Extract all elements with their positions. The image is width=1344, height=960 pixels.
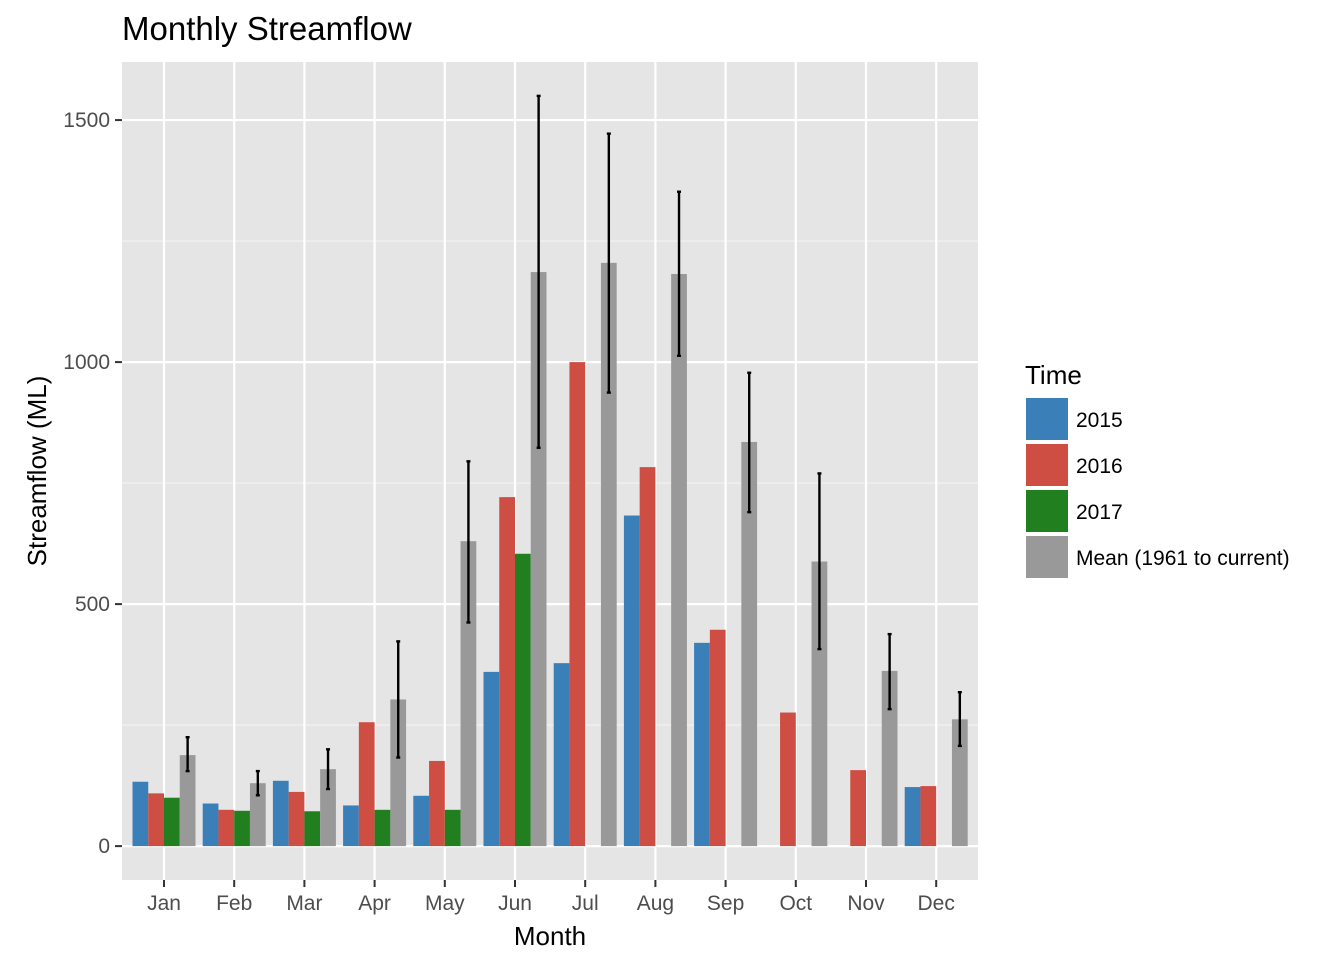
x-tick-label: Feb [216, 892, 252, 915]
bar [671, 274, 687, 847]
bar [164, 797, 180, 847]
bar [132, 781, 149, 847]
bar [390, 699, 407, 847]
bar [920, 786, 937, 847]
bar [234, 810, 250, 847]
x-tick-label: Jun [498, 892, 532, 915]
legend-label: 2017 [1076, 501, 1123, 524]
bars [132, 262, 968, 847]
chart-title: Monthly Streamflow [122, 10, 412, 47]
x-tick-label: Jul [572, 892, 599, 915]
bar [709, 629, 726, 847]
bar [623, 515, 640, 847]
bar [179, 755, 196, 847]
x-tick-label: Oct [779, 892, 812, 915]
bar [780, 712, 796, 847]
bar [202, 803, 219, 847]
y-axis: 0 500 1000 1500 [63, 109, 122, 858]
bar [951, 719, 968, 847]
x-axis-title: Month [514, 921, 586, 951]
bar [904, 787, 921, 847]
bar [499, 497, 515, 847]
bar [358, 722, 375, 847]
x-tick-label: May [425, 892, 465, 915]
bar [483, 671, 500, 847]
bar [304, 811, 321, 847]
x-tick-label: Nov [847, 892, 885, 915]
bar [249, 783, 266, 847]
bar [320, 769, 336, 847]
error-bars [185, 94, 962, 797]
legend-title: Time [1025, 360, 1082, 390]
bar [429, 760, 445, 847]
bar [148, 793, 164, 847]
legend-label: Mean (1961 to current) [1076, 547, 1290, 570]
x-tick-label: Dec [918, 892, 955, 915]
bar [530, 272, 547, 847]
x-axis: Jan Feb Mar Apr May Jun Jul Aug Sep Oct Nov Dec [147, 880, 955, 915]
bar [553, 663, 570, 847]
x-tick-label: Sep [707, 892, 744, 915]
x-tick-label: Mar [286, 892, 322, 915]
x-tick-label: Apr [358, 892, 391, 915]
bar [741, 441, 758, 847]
bar [272, 780, 289, 847]
legend-swatch [1026, 490, 1068, 532]
bar [288, 791, 305, 847]
legend-swatch [1026, 398, 1068, 440]
legend-label: 2016 [1076, 455, 1123, 478]
bar [444, 809, 461, 847]
bar [515, 553, 531, 847]
bar [694, 642, 710, 847]
bar [218, 809, 235, 847]
bar [850, 770, 866, 847]
bar [374, 809, 391, 847]
y-tick-label: 500 [75, 593, 110, 616]
bar [639, 467, 656, 847]
bar [569, 362, 586, 847]
bar [811, 561, 828, 847]
x-tick-label: Aug [637, 892, 674, 915]
bar [413, 795, 430, 847]
legend-swatch [1026, 444, 1068, 486]
bar [881, 670, 898, 847]
plot-panel [122, 62, 978, 880]
x-tick-label: Jan [147, 892, 181, 915]
legend-label: 2015 [1076, 409, 1123, 432]
y-tick-label: 1000 [63, 351, 110, 374]
y-tick-label: 1500 [63, 109, 110, 132]
bar [343, 805, 359, 847]
legend: Time 2015 2016 2017 Mean (1961 to current) [1025, 360, 1290, 578]
legend-swatch [1026, 536, 1068, 578]
bar [460, 541, 477, 847]
y-axis-title: Streamflow (ML) [22, 376, 52, 567]
y-tick-label: 0 [98, 835, 110, 858]
minor-gridlines [122, 240, 978, 726]
bar [600, 262, 617, 847]
